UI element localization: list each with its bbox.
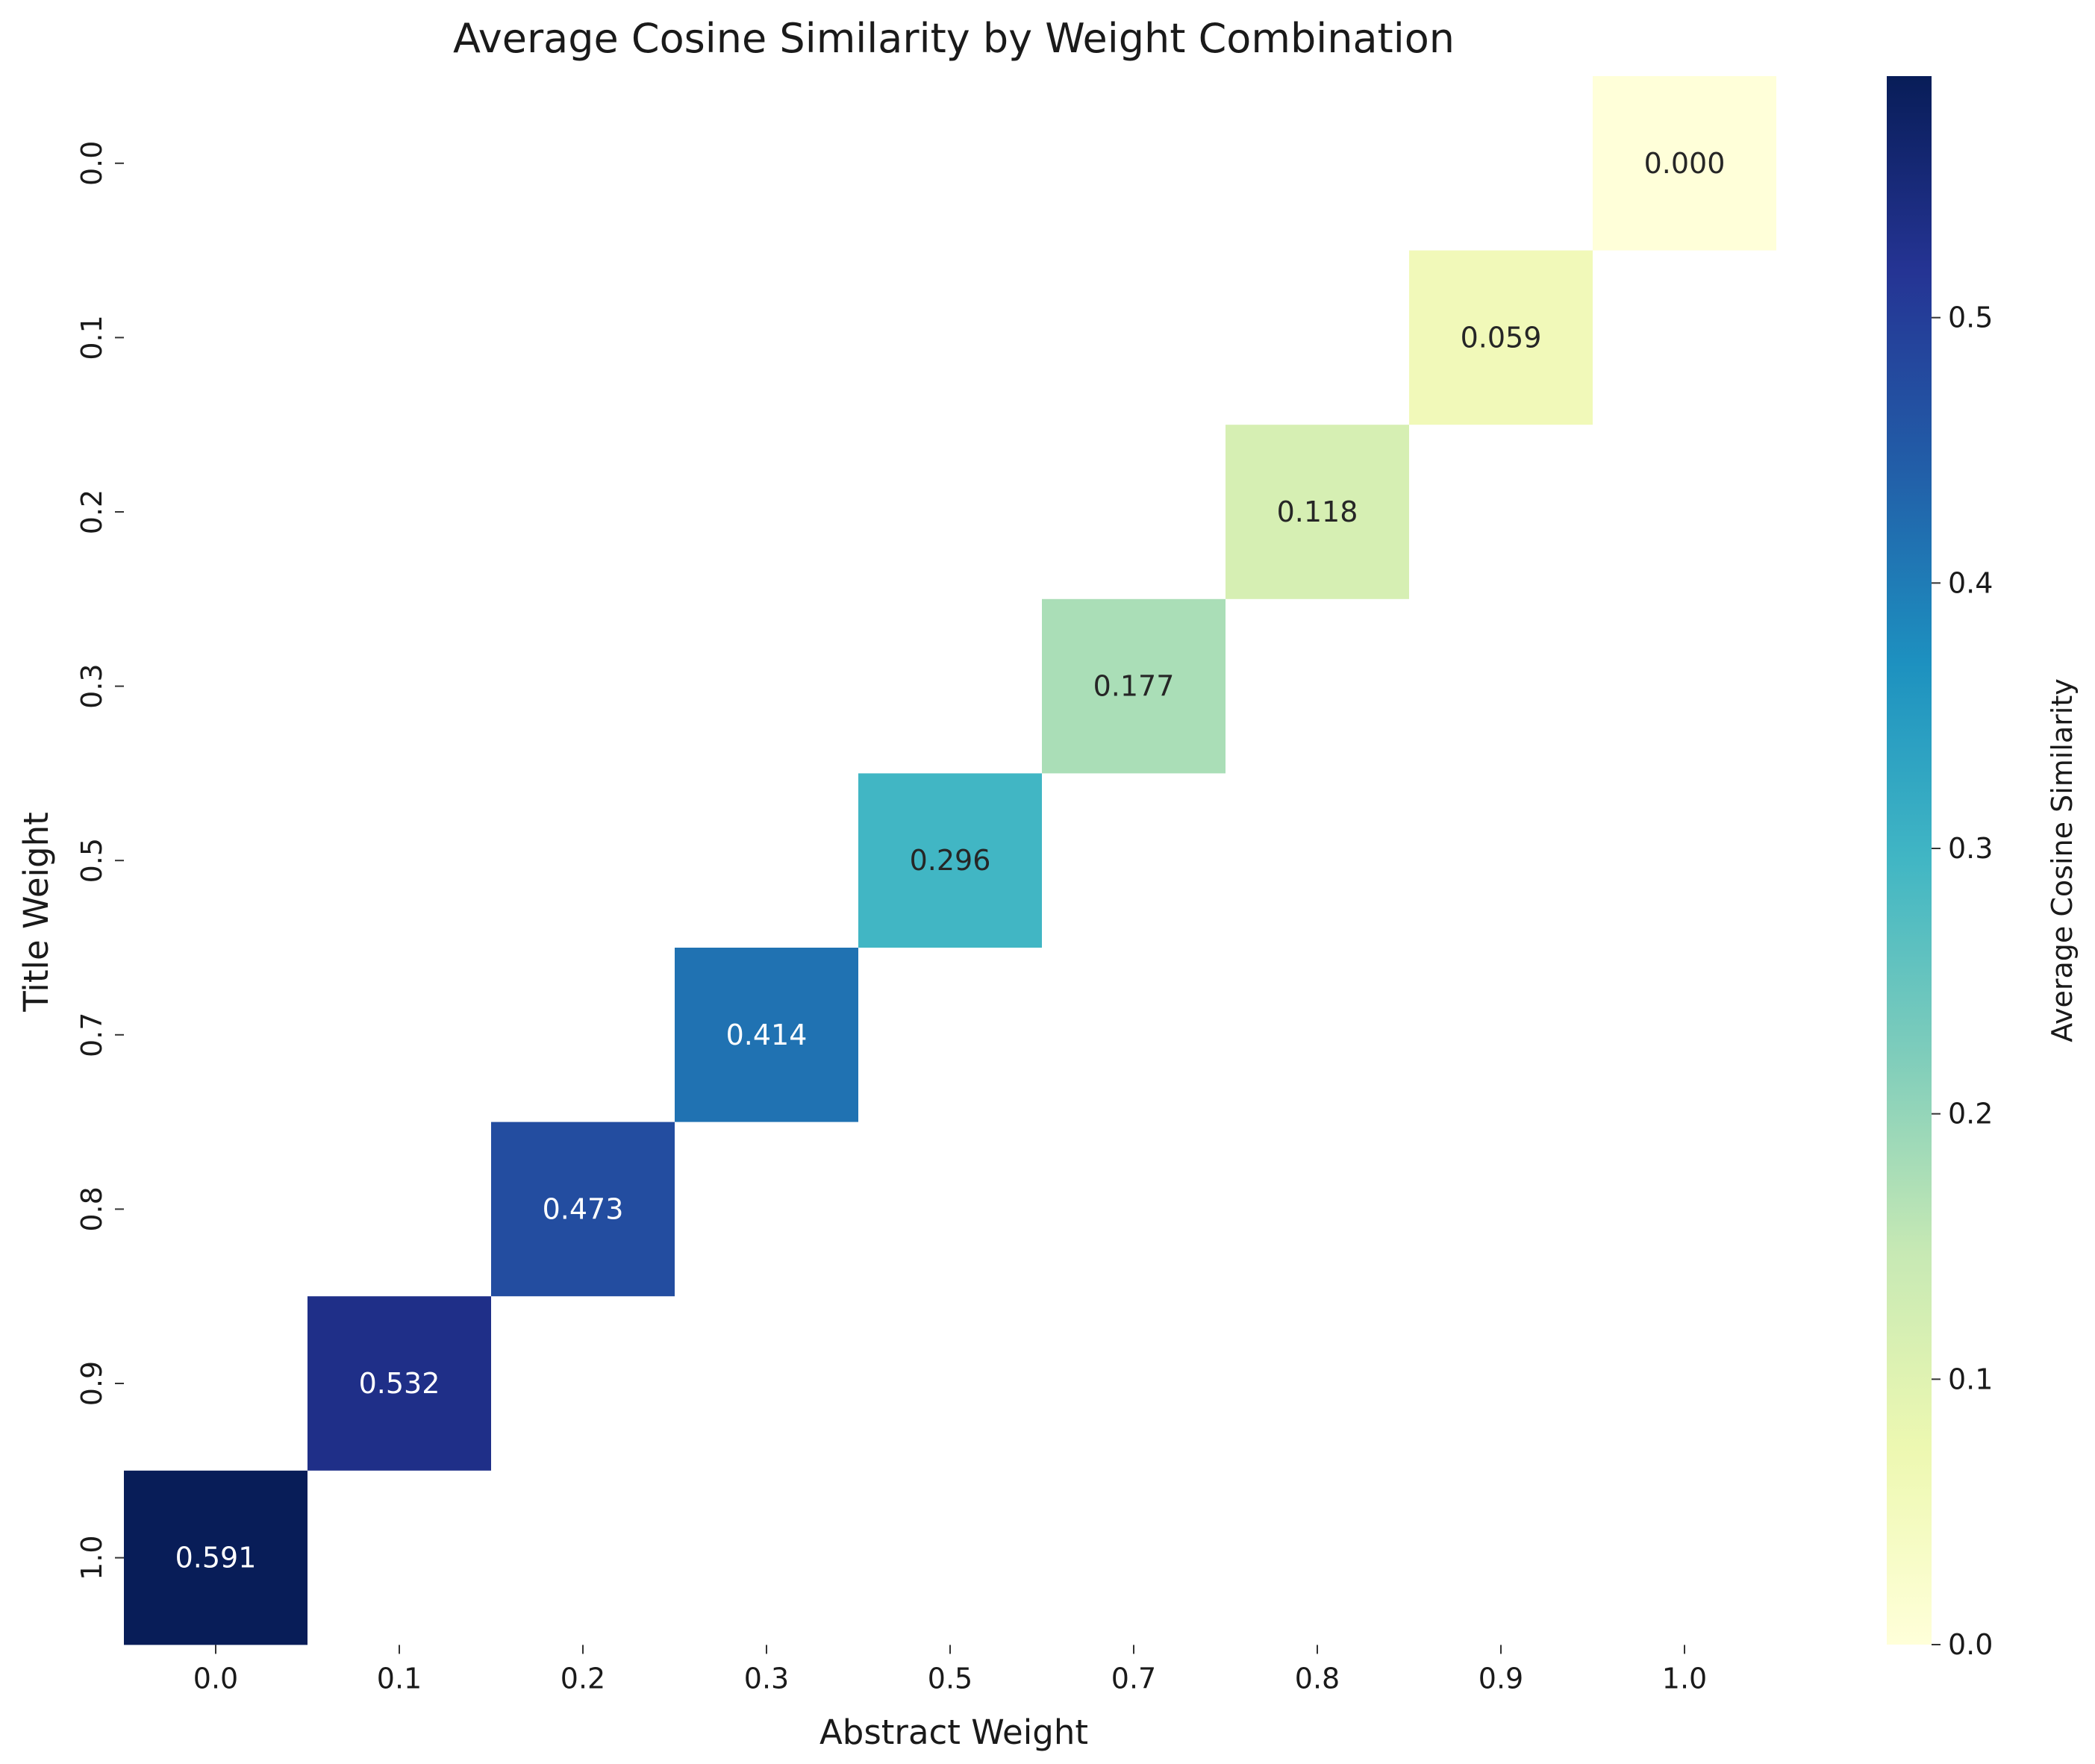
cell-value-label: 0.000 <box>1644 147 1726 180</box>
cell-value-label: 0.118 <box>1277 495 1358 528</box>
y-tick-label: 0.0 <box>75 141 108 186</box>
cell-value-label: 0.414 <box>726 1019 808 1051</box>
y-tick-label: 0.7 <box>75 1013 108 1057</box>
heatmap-cell <box>491 1122 675 1297</box>
x-tick-label: 0.1 <box>377 1662 422 1695</box>
colorbar-tick-label: 0.0 <box>1948 1628 1993 1661</box>
heatmap-cell <box>1226 425 1409 599</box>
x-axis-label: Abstract Weight <box>819 1713 1088 1752</box>
colorbar-tick-label: 0.2 <box>1948 1098 1993 1130</box>
heatmap-cell <box>1042 598 1226 774</box>
heatmap-cell <box>1593 76 1776 251</box>
heatmap-cell <box>307 1296 491 1471</box>
cell-value-label: 0.059 <box>1461 321 1542 354</box>
cell-value-label: 0.296 <box>910 844 991 877</box>
colorbar-label: Average Cosine Similarity <box>2046 678 2079 1042</box>
y-tick-label: 0.5 <box>75 838 108 883</box>
x-axis-ticks: 0.0 0.1 0.2 0.3 0.5 0.7 0.8 0.9 1.0 <box>193 1645 1707 1695</box>
x-tick-label: 1.0 <box>1662 1662 1707 1695</box>
colorbar-tick-label: 0.1 <box>1948 1363 1993 1395</box>
cell-value-label: 0.591 <box>175 1542 257 1574</box>
heatmap-cell <box>675 948 858 1122</box>
heatmap-cell <box>858 773 1042 948</box>
y-tick-label: 0.9 <box>75 1361 108 1406</box>
y-tick-label: 0.2 <box>75 490 108 534</box>
x-tick-label: 0.7 <box>1111 1662 1156 1695</box>
cell-value-label: 0.473 <box>543 1192 624 1225</box>
cell-value-label: 0.532 <box>359 1367 440 1400</box>
colorbar <box>1887 76 1932 1645</box>
y-axis-ticks: 0.0 0.1 0.2 0.3 0.5 0.7 0.8 0.9 1.0 <box>75 141 124 1580</box>
x-tick-label: 0.3 <box>744 1662 789 1695</box>
x-tick-label: 0.8 <box>1295 1662 1340 1695</box>
chart-title: Average Cosine Similarity by Weight Comb… <box>453 15 1455 62</box>
colorbar-ticks: 0.0 0.1 0.2 0.3 0.4 0.5 <box>1932 301 1993 1661</box>
x-tick-label: 0.2 <box>561 1662 605 1695</box>
y-tick-label: 1.0 <box>75 1535 108 1580</box>
colorbar-tick-label: 0.4 <box>1948 566 1993 599</box>
y-tick-label: 0.1 <box>75 315 108 360</box>
y-tick-label: 0.8 <box>75 1186 108 1231</box>
heatmap-cell <box>1409 250 1593 425</box>
heatmap-cells: 0.000 0.059 0.118 0.177 0.296 0.414 0.473 0.532… <box>124 76 1776 1645</box>
y-axis-label: Title Weight <box>16 812 56 1013</box>
x-tick-label: 0.9 <box>1479 1662 1523 1695</box>
x-tick-label: 0.5 <box>928 1662 972 1695</box>
cell-value-label: 0.177 <box>1093 670 1175 703</box>
x-tick-label: 0.0 <box>193 1662 238 1695</box>
colorbar-tick-label: 0.5 <box>1948 301 1993 334</box>
y-tick-label: 0.3 <box>75 663 108 708</box>
colorbar-tick-label: 0.3 <box>1948 832 1993 865</box>
heatmap-cell <box>124 1470 307 1645</box>
